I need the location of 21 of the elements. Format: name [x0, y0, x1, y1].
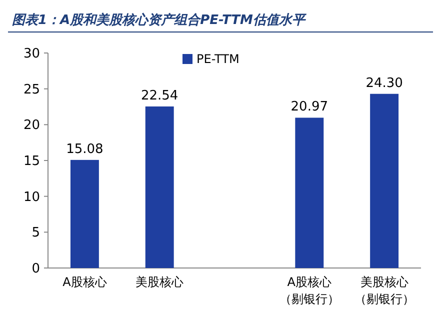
text: 20.97 — [290, 100, 328, 115]
y-tick-label: 20 — [23, 118, 40, 134]
text: 15.08 — [66, 142, 104, 157]
bar — [295, 118, 324, 268]
y-tick-label: 15 — [23, 154, 40, 170]
bar — [370, 94, 399, 268]
x-tick-label: A股核心 — [62, 275, 107, 289]
bar — [145, 106, 174, 268]
legend-label: PE-TTM — [196, 52, 240, 66]
y-tick-label: 10 — [23, 190, 40, 205]
y-tick-label: 0 — [32, 262, 40, 277]
chart-title: 图表1：A股和美股核心资产组合PE-TTM估值水平 — [12, 12, 307, 28]
bar — [70, 160, 99, 268]
x-tick-label: 美股核心 — [136, 275, 184, 289]
x-tick-label: A股核心（剔银行） — [279, 275, 340, 306]
y-tick-label: 25 — [23, 82, 40, 98]
y-tick-label: 30 — [23, 46, 40, 62]
y-tick-label: 5 — [32, 226, 40, 241]
text: 22.54 — [140, 88, 178, 104]
text: 24.30 — [366, 76, 403, 91]
x-tick-label: 美股核心（剔银行） — [354, 275, 414, 306]
